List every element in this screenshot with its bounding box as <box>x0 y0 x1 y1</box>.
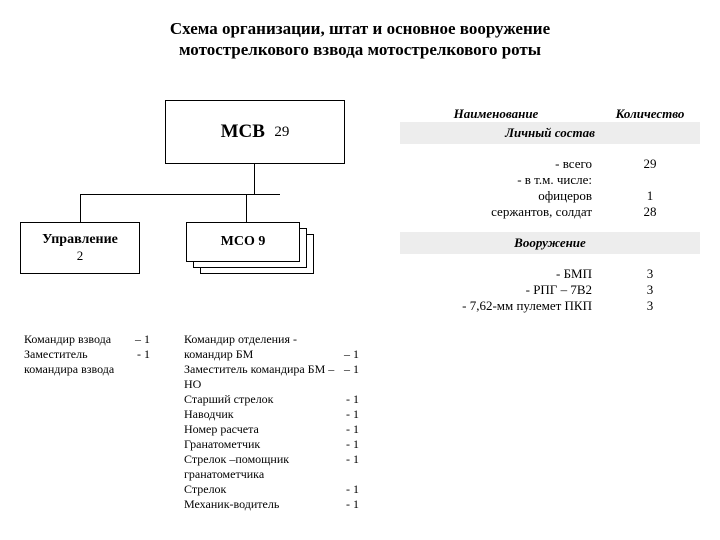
right-details: Командир отделения - командир БМ– 1 Заме… <box>184 332 359 512</box>
list-item: Заместитель командира БМ – НО– 1 <box>184 362 359 392</box>
list-item: Номер расчета- 1 <box>184 422 359 437</box>
table-row: - всего29 <box>400 156 700 172</box>
table-row: - в т.м. числе: <box>400 172 700 188</box>
connector <box>80 194 280 195</box>
node-msv: МСВ 29 <box>165 100 345 164</box>
node-upravlenie: Управление 2 <box>20 222 140 274</box>
node-mso: МСО 9 <box>186 222 300 262</box>
connector <box>246 194 247 222</box>
col-header-name: Наименование <box>400 106 600 122</box>
list-item: командир БМ– 1 <box>184 347 359 362</box>
list-item: Заместитель командира взвода - 1 <box>24 347 150 377</box>
connector <box>254 164 255 194</box>
table-header: Наименование Количество <box>400 106 700 122</box>
list-item: Гранатометчик- 1 <box>184 437 359 452</box>
list-item: Наводчик- 1 <box>184 407 359 422</box>
section-personnel: Личный состав <box>400 122 700 144</box>
node-msv-count: 29 <box>274 124 289 141</box>
col-header-qty: Количество <box>600 106 700 122</box>
table-row: - БМП3 <box>400 266 700 282</box>
node-mso-label: МСО 9 <box>221 234 266 250</box>
list-item: Командир взвода – 1 <box>24 332 150 347</box>
list-item: Старший стрелок- 1 <box>184 392 359 407</box>
left-details: Командир взвода – 1 Заместитель командир… <box>24 332 150 377</box>
table-row: офицеров1 <box>400 188 700 204</box>
diagram: МСВ 29 Управление 2 МСО 9 Командир взвод… <box>0 70 720 540</box>
title-line-1: Схема организации, штат и основное воору… <box>170 19 550 38</box>
list-item: Стрелок –помощник гранатометчика- 1 <box>184 452 359 482</box>
connector <box>80 194 81 222</box>
title-line-2: мотострелкового взвода мотострелкового р… <box>179 40 541 59</box>
list-item: Стрелок- 1 <box>184 482 359 497</box>
node-upravlenie-label: Управление <box>42 232 118 248</box>
list-item: Механик-водитель- 1 <box>184 497 359 512</box>
node-upravlenie-count: 2 <box>77 248 84 264</box>
page-title: Схема организации, штат и основное воору… <box>0 0 720 67</box>
table-row: сержантов, солдат28 <box>400 204 700 220</box>
right-details-title: Командир отделения - <box>184 332 359 347</box>
table-row: - РПГ – 7В23 <box>400 282 700 298</box>
section-weapons: Вооружение <box>400 232 700 254</box>
summary-table: Наименование Количество Личный состав - … <box>400 106 700 314</box>
node-msv-label: МСВ <box>221 121 265 143</box>
table-row: - 7,62-мм пулемет ПКП3 <box>400 298 700 314</box>
